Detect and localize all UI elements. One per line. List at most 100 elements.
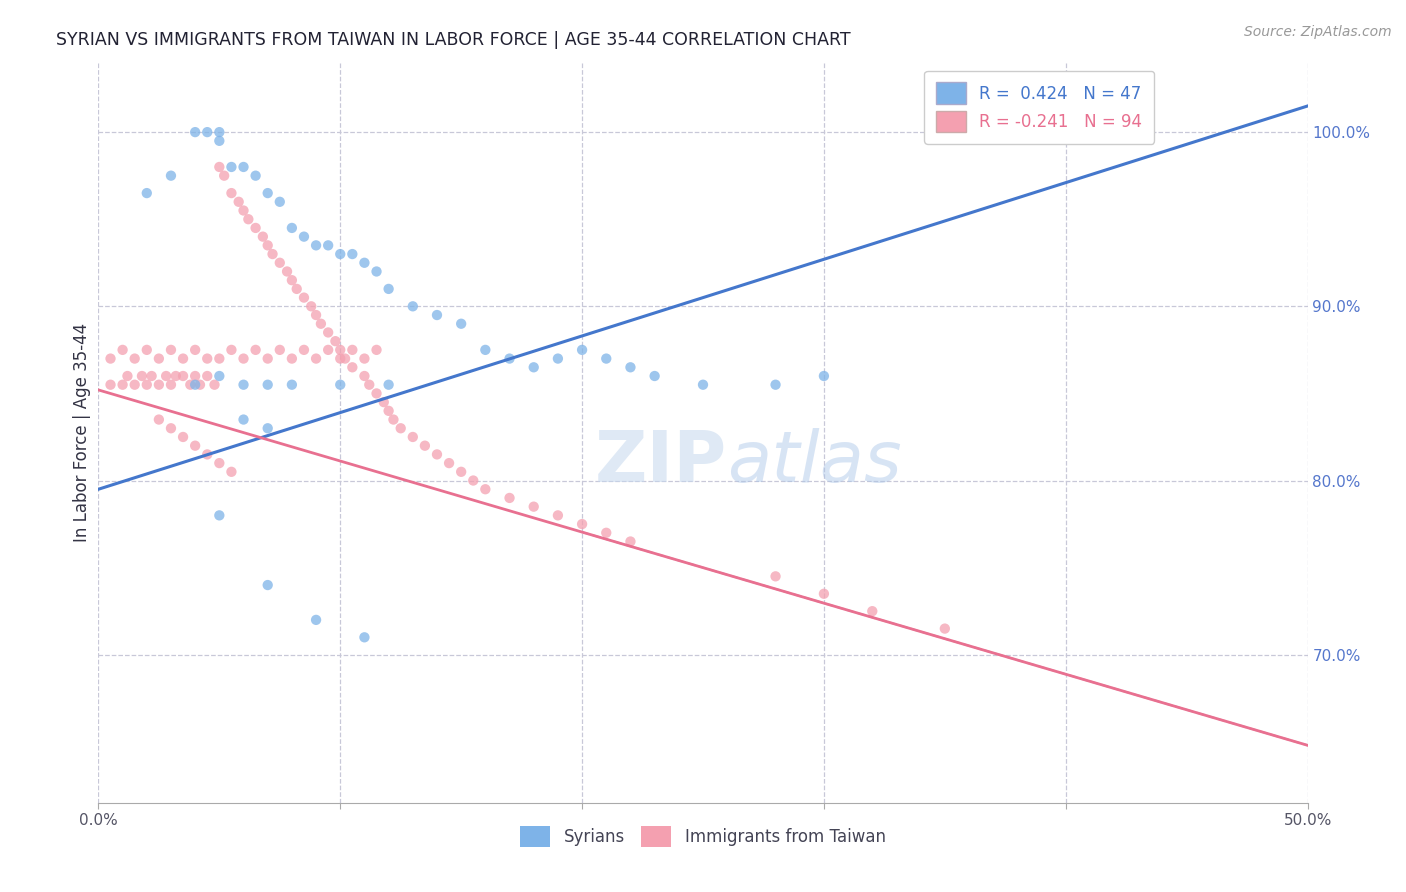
Point bbox=[305, 613, 328, 627]
Point bbox=[100, 351, 122, 366]
Point bbox=[111, 377, 134, 392]
Point bbox=[382, 412, 405, 426]
Point bbox=[281, 351, 304, 366]
Point bbox=[195, 351, 218, 366]
Point bbox=[474, 343, 496, 357]
Legend: Syrians, Immigrants from Taiwan: Syrians, Immigrants from Taiwan bbox=[513, 819, 893, 854]
Point bbox=[172, 369, 194, 384]
Text: ZIP: ZIP bbox=[595, 428, 727, 497]
Point bbox=[262, 247, 284, 261]
Point bbox=[208, 351, 231, 366]
Point bbox=[329, 247, 352, 261]
Point bbox=[571, 343, 593, 357]
Point bbox=[292, 229, 315, 244]
Point bbox=[148, 412, 170, 426]
Point bbox=[208, 369, 231, 384]
Point bbox=[135, 343, 157, 357]
Point bbox=[765, 377, 787, 392]
Point bbox=[124, 377, 146, 392]
Point bbox=[160, 377, 183, 392]
Point bbox=[100, 377, 122, 392]
Point bbox=[256, 351, 278, 366]
Point bbox=[860, 604, 883, 618]
Point bbox=[450, 465, 472, 479]
Point bbox=[342, 360, 364, 375]
Point bbox=[232, 377, 254, 392]
Point bbox=[245, 221, 267, 235]
Point bbox=[285, 282, 308, 296]
Point bbox=[256, 578, 278, 592]
Point bbox=[184, 377, 207, 392]
Point bbox=[256, 238, 278, 252]
Point bbox=[281, 273, 304, 287]
Point bbox=[252, 229, 274, 244]
Point bbox=[305, 308, 328, 322]
Point bbox=[276, 264, 298, 278]
Point bbox=[269, 343, 291, 357]
Point bbox=[232, 412, 254, 426]
Point bbox=[131, 369, 153, 384]
Point bbox=[184, 369, 207, 384]
Point bbox=[135, 186, 157, 200]
Point bbox=[547, 351, 569, 366]
Point bbox=[208, 508, 231, 523]
Point bbox=[353, 256, 375, 270]
Point bbox=[269, 194, 291, 209]
Point bbox=[155, 369, 177, 384]
Point bbox=[547, 508, 569, 523]
Point bbox=[212, 169, 235, 183]
Point bbox=[377, 404, 399, 418]
Point bbox=[373, 395, 395, 409]
Point bbox=[692, 377, 714, 392]
Text: atlas: atlas bbox=[727, 428, 901, 497]
Point bbox=[160, 343, 183, 357]
Point bbox=[208, 134, 231, 148]
Point bbox=[184, 125, 207, 139]
Point bbox=[619, 534, 641, 549]
Point bbox=[111, 343, 134, 357]
Point bbox=[359, 377, 381, 392]
Point bbox=[208, 125, 231, 139]
Point bbox=[523, 360, 546, 375]
Point bbox=[366, 386, 388, 401]
Point bbox=[353, 630, 375, 644]
Point bbox=[165, 369, 187, 384]
Point bbox=[305, 238, 328, 252]
Point bbox=[117, 369, 139, 384]
Point bbox=[281, 377, 304, 392]
Point bbox=[333, 351, 356, 366]
Point bbox=[316, 326, 339, 340]
Point bbox=[221, 343, 243, 357]
Point bbox=[329, 351, 352, 366]
Point bbox=[292, 343, 315, 357]
Point bbox=[184, 343, 207, 357]
Point bbox=[498, 491, 520, 505]
Point bbox=[813, 587, 835, 601]
Point bbox=[595, 351, 617, 366]
Point bbox=[232, 160, 254, 174]
Point bbox=[619, 360, 641, 375]
Point bbox=[389, 421, 412, 435]
Point bbox=[256, 421, 278, 435]
Point bbox=[426, 308, 449, 322]
Point bbox=[474, 482, 496, 496]
Point bbox=[353, 369, 375, 384]
Point bbox=[232, 351, 254, 366]
Point bbox=[172, 430, 194, 444]
Point bbox=[256, 186, 278, 200]
Point bbox=[256, 377, 278, 392]
Point bbox=[269, 256, 291, 270]
Point bbox=[281, 221, 304, 235]
Point bbox=[245, 343, 267, 357]
Point bbox=[813, 369, 835, 384]
Point bbox=[195, 369, 218, 384]
Point bbox=[195, 125, 218, 139]
Point bbox=[353, 351, 375, 366]
Point bbox=[316, 343, 339, 357]
Point bbox=[426, 447, 449, 461]
Point bbox=[305, 351, 328, 366]
Point bbox=[765, 569, 787, 583]
Point bbox=[595, 525, 617, 540]
Point bbox=[292, 291, 315, 305]
Point bbox=[195, 447, 218, 461]
